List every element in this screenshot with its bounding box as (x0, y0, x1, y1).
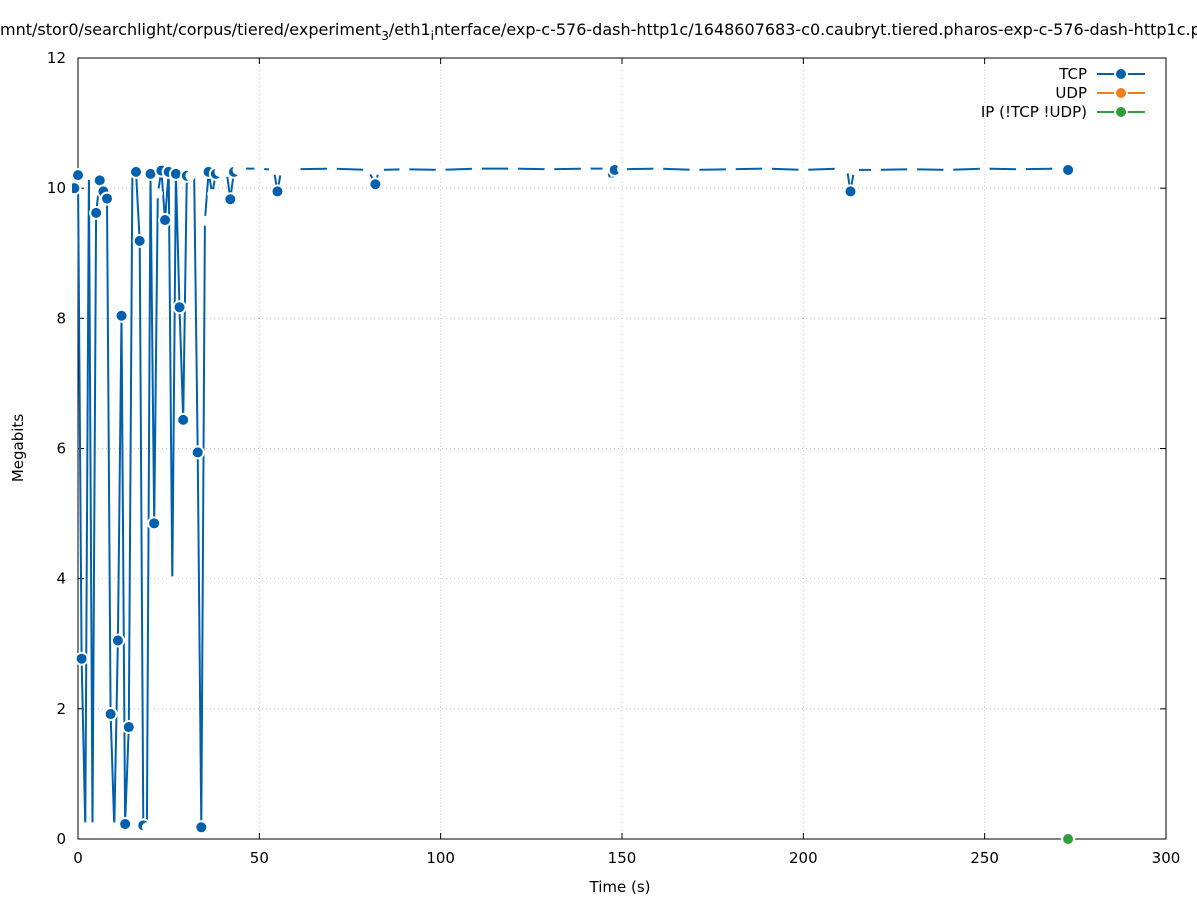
data-point-halo (580, 163, 591, 174)
series-line (73, 167, 1069, 829)
x-tick-label: 100 (426, 849, 455, 867)
y-tick-label: 12 (47, 49, 66, 67)
data-point-halo (798, 164, 809, 175)
legend-label: IP (!TCP !UDP) (981, 103, 1087, 121)
y-tick-label: 10 (47, 179, 66, 197)
data-point-halo (326, 163, 337, 174)
legend-label: TCP (1058, 65, 1087, 83)
data-point (72, 183, 80, 194)
data-point-halo (374, 164, 385, 175)
data-point-halo (653, 163, 664, 174)
series-layer (72, 162, 1076, 846)
chart-title: mnt/stor0/searchlight/corpus/tiered/expe… (0, 20, 1197, 43)
data-point (1063, 834, 1074, 844)
data-point (102, 193, 113, 204)
data-point (131, 166, 142, 177)
y-tick-label: 4 (56, 570, 66, 588)
data-point-halo (544, 164, 555, 175)
data-point-halo (399, 164, 410, 175)
data-point (196, 822, 207, 833)
data-point (225, 194, 236, 205)
data-point (174, 302, 185, 313)
data-point (123, 722, 134, 733)
data-point (272, 186, 283, 197)
x-tick-label: 200 (789, 849, 818, 867)
axis-ticks: 0 50 100 150 200 250 300 0 2 4 6 8 10 12 (47, 49, 1180, 867)
data-point-halo (109, 822, 120, 833)
data-point (1063, 164, 1074, 175)
data-point-halo (907, 164, 918, 175)
x-tick-label: 300 (1152, 849, 1181, 867)
data-point-halo (471, 163, 482, 174)
data-point-halo (870, 164, 881, 175)
data-point-halo (152, 188, 163, 199)
data-point-halo (762, 163, 773, 174)
data-point (105, 709, 116, 720)
data-point-halo (943, 164, 954, 175)
x-tick-label: 150 (608, 849, 637, 867)
data-point (73, 170, 83, 181)
y-tick-label: 6 (56, 440, 66, 458)
y-axis-label: Megabits (9, 414, 27, 482)
series-ip-tcp-udp- (1061, 832, 1076, 846)
data-point-halo (725, 164, 736, 175)
data-point-halo (199, 215, 210, 226)
data-point-halo (207, 189, 218, 200)
data-point-halo (268, 164, 279, 175)
data-point (112, 635, 123, 646)
data-point (149, 518, 160, 529)
x-tick-label: 50 (250, 849, 269, 867)
data-point-halo (508, 163, 519, 174)
data-point-halo (283, 163, 294, 174)
x-tick-label: 0 (73, 849, 83, 867)
data-point (160, 215, 171, 226)
data-point-halo (435, 164, 446, 175)
data-point-halo (290, 164, 301, 175)
legend-marker (1116, 69, 1126, 79)
data-point (145, 168, 156, 179)
data-point-halo (617, 164, 627, 175)
data-point-halo (363, 164, 374, 175)
data-point-halo (80, 822, 91, 833)
data-point (192, 447, 203, 458)
data-point-halo (189, 165, 200, 176)
data-point-halo (87, 822, 98, 833)
y-tick-label: 8 (56, 309, 66, 327)
legend-label: UDP (1055, 84, 1087, 102)
data-point (94, 175, 105, 186)
data-point (370, 179, 381, 190)
y-tick-label: 0 (56, 830, 66, 848)
data-point-halo (254, 163, 265, 174)
data-point-halo (167, 576, 178, 587)
data-point-halo (236, 163, 247, 174)
data-point (91, 207, 102, 218)
legend-marker (1116, 88, 1126, 98)
x-axis-label: Time (s) (589, 878, 651, 896)
x-tick-label: 250 (970, 849, 999, 867)
data-point-halo (83, 170, 94, 181)
legend-marker (1116, 107, 1126, 117)
data-point-halo (1052, 163, 1063, 174)
y-tick-label: 2 (56, 700, 66, 718)
data-point-halo (689, 164, 700, 175)
data-point-halo (606, 177, 617, 188)
data-point (116, 310, 127, 321)
data-point (845, 186, 856, 197)
data-point (609, 164, 620, 175)
data-point (178, 414, 189, 425)
data-point (134, 235, 145, 246)
data-point-halo (849, 164, 860, 175)
data-point (76, 653, 87, 664)
grid (78, 58, 1166, 839)
series-tcp (72, 162, 1076, 835)
data-point-halo (979, 163, 990, 174)
data-point-halo (141, 822, 152, 833)
data-point (120, 819, 131, 830)
data-point-halo (1015, 164, 1026, 175)
data-point (170, 168, 181, 179)
data-point-halo (834, 163, 845, 174)
